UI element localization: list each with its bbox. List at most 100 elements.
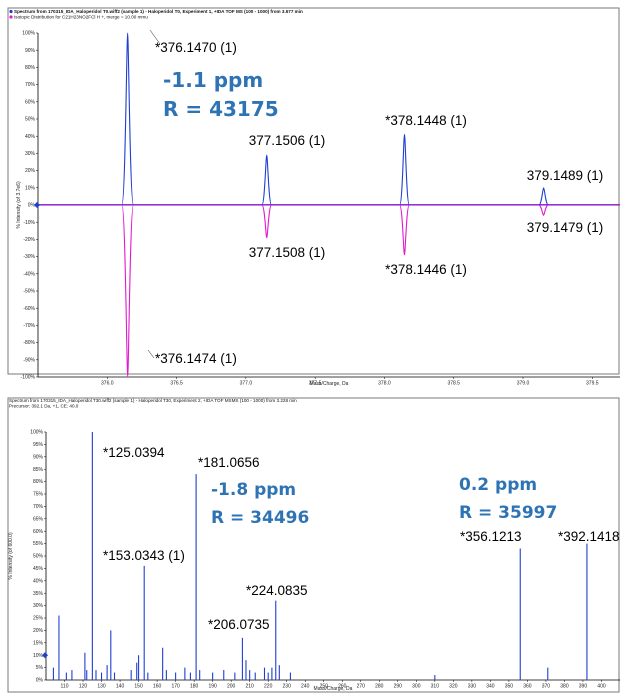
top-y-tick-label: 90% [25, 48, 36, 54]
bottom-y-tick-label: 65% [33, 516, 44, 522]
top-x-axis-label: Mass/Charge, Da [310, 381, 349, 387]
top-x-tick-label: 376.5 [170, 381, 183, 387]
top-peak-label: *378.1448 (1) [385, 113, 467, 128]
top-peak-label-leader [149, 29, 161, 45]
top-y-tick-label: -10% [23, 220, 35, 226]
bottom-x-tick-label: 350 [505, 684, 514, 690]
bottom-x-tick-label: 170 [171, 684, 180, 690]
bottom-mass-error-note-1: -1.8 ppm [211, 480, 296, 500]
bottom-y-tick-label: 0% [36, 678, 44, 684]
top-frame [7, 7, 620, 375]
top-measured-peak [261, 154, 273, 206]
bottom-x-tick-label: 400 [597, 684, 606, 690]
bottom-y-tick-label: 100% [30, 430, 43, 436]
top-theoretical-peak [121, 204, 135, 378]
top-header-line: Spectrum from 170315_IDA_Haloperidol T0.… [14, 9, 303, 14]
top-measured-peak [121, 32, 134, 206]
bottom-x-tick-label: 150 [134, 684, 143, 690]
bottom-y-tick-label: 20% [33, 628, 44, 634]
bottom-x-tick-label: 320 [449, 684, 458, 690]
top-x-tick-label: 379.0 [517, 381, 530, 387]
top-y-tick-label: -70% [23, 323, 35, 329]
panel-isotope-mirror: Spectrum from 170315_IDA_Haloperidol T0.… [7, 7, 620, 387]
bottom-y-tick-label: 70% [33, 504, 44, 510]
bottom-resolution-note-2: R = 35997 [459, 503, 557, 523]
top-y-axis-label: % Intensity (of 3.7e6) [16, 181, 22, 229]
top-zero-marker-icon [34, 202, 40, 208]
top-peak-label: *378.1446 (1) [385, 262, 467, 277]
bottom-peak-label: *181.0656 [198, 455, 260, 470]
bottom-x-tick-label: 210 [246, 684, 255, 690]
bottom-x-tick-label: 360 [523, 684, 532, 690]
bottom-header-line: Precursor: 392.1 Da, +1, CE: 40.0 [9, 404, 79, 409]
bottom-frame [7, 397, 620, 693]
top-y-tick-label: 70% [25, 82, 36, 88]
top-theoretical-peak [261, 204, 273, 239]
top-y-tick-label: -50% [23, 289, 35, 295]
top-theoretical-peak [399, 204, 410, 256]
bottom-peak-label: *224.0835 [246, 583, 308, 598]
bottom-peak-label: *206.0735 [208, 617, 270, 632]
bottom-x-axis-label: Mass/Charge, Da [314, 686, 353, 692]
top-header-bullet [9, 9, 13, 14]
top-measured-peak [399, 133, 410, 206]
top-peak-label-leader [147, 349, 155, 359]
bottom-mass-error-note-2: 0.2 ppm [459, 475, 537, 495]
bottom-y-tick-label: 30% [33, 603, 44, 609]
bottom-x-tick-label: 190 [208, 684, 217, 690]
bottom-x-tick-label: 130 [97, 684, 106, 690]
top-y-tick-label: 80% [25, 65, 36, 71]
bottom-y-tick-label: 15% [33, 640, 44, 646]
top-y-tick-label: 0% [28, 203, 36, 209]
top-y-tick-label: 60% [25, 99, 36, 105]
top-x-tick-label: 377.5 [309, 381, 322, 387]
bottom-x-tick-label: 380 [560, 684, 569, 690]
bottom-x-tick-label: 110 [61, 684, 69, 690]
bottom-x-tick-label: 220 [264, 684, 273, 690]
top-measured-peak [538, 187, 549, 206]
top-y-tick-label: -80% [23, 340, 35, 346]
bottom-x-tick-label: 280 [375, 684, 384, 690]
bottom-x-tick-label: 370 [542, 684, 551, 690]
top-mass-error-note: -1.1 ppm [163, 68, 263, 92]
bottom-peak-label: *356.1213 [460, 529, 522, 544]
bottom-x-tick-label: 260 [338, 684, 347, 690]
bottom-x-tick-label: 180 [190, 684, 199, 690]
top-y-tick-label: 20% [25, 168, 36, 174]
bottom-x-tick-label: 270 [357, 684, 366, 690]
bottom-marker-icon [42, 652, 48, 659]
bottom-x-tick-label: 250 [320, 684, 329, 690]
top-x-tick-label: 379.5 [586, 381, 599, 387]
top-x-tick-label: 376.0 [101, 381, 114, 387]
bottom-y-axis-label: % Intensity (of 600.0) [8, 532, 14, 580]
top-y-tick-label: -100% [21, 375, 36, 381]
top-y-tick-label: -30% [23, 254, 35, 260]
bottom-x-tick-label: 330 [468, 684, 477, 690]
bottom-x-tick-label: 340 [486, 684, 495, 690]
bottom-x-tick-label: 120 [79, 684, 88, 690]
bottom-x-tick-label: 230 [283, 684, 292, 690]
bottom-resolution-note-1: R = 34496 [211, 508, 309, 528]
top-peak-label: 379.1489 (1) [527, 168, 604, 183]
top-y-tick-label: -20% [23, 237, 35, 243]
bottom-x-tick-label: 240 [301, 684, 310, 690]
top-y-tick-label: -40% [23, 271, 35, 277]
top-peak-label: 379.1479 (1) [527, 220, 604, 235]
top-y-tick-label: -90% [23, 357, 35, 363]
bottom-y-tick-label: 35% [33, 591, 44, 597]
top-header-bullet [9, 15, 13, 19]
top-y-tick-label: 100% [22, 31, 35, 37]
top-y-tick-label: 50% [25, 117, 36, 123]
bottom-y-tick-label: 80% [33, 479, 44, 485]
panel-msms-spectrum: Spectrum from 170315_IDA_Haloperidol T30… [7, 397, 620, 693]
bottom-y-tick-label: 60% [33, 529, 44, 535]
bottom-y-tick-label: 45% [33, 566, 44, 572]
top-resolution-note: R = 43175 [163, 97, 279, 121]
bottom-x-tick-label: 200 [227, 684, 236, 690]
top-y-tick-label: 40% [25, 134, 36, 140]
bottom-y-tick-label: 85% [33, 467, 44, 473]
bottom-x-tick-label: 310 [431, 684, 440, 690]
bottom-y-tick-label: 25% [33, 616, 44, 622]
top-y-tick-label: 10% [25, 185, 36, 191]
